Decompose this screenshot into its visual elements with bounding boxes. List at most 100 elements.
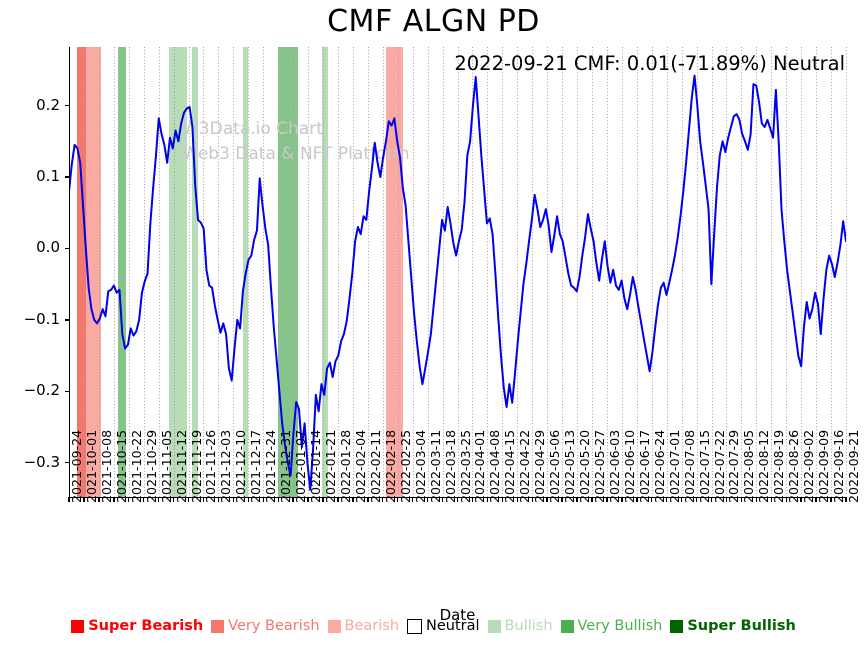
x-tick-mark (337, 497, 339, 502)
x-tick-label: 2022-02-25 (397, 429, 413, 503)
x-tick-label: 2021-09-24 (69, 429, 84, 503)
signal-band-very-bullish (118, 47, 127, 497)
y-axis-label: CMF (0, 0, 15, 75)
x-tick-label: 2021-11-05 (158, 429, 174, 503)
signal-band-bullish (322, 47, 329, 497)
gridline-x (293, 47, 295, 497)
legend-item-very-bullish[interactable]: Very Bullish (557, 618, 667, 634)
x-tick-mark (217, 497, 220, 502)
x-tick-label: 2022-05-13 (562, 429, 578, 503)
x-tick-label: 2022-01-28 (337, 429, 353, 503)
cmf-line-path (68, 74, 847, 491)
x-tick-label: 2022-06-24 (651, 429, 667, 503)
x-tick-label: 2022-08-19 (771, 429, 787, 503)
legend-item-super-bullish[interactable]: Super Bullish (666, 618, 799, 634)
legend-swatch-icon (407, 618, 423, 634)
gridline-x (651, 47, 653, 497)
x-tick-mark (830, 497, 832, 502)
legend-item-bearish[interactable]: Bearish (324, 618, 404, 634)
chart-legend: Super Bearish Very Bearish Bearish Neutral B… (0, 618, 867, 634)
x-tick-label: 2022-08-05 (741, 429, 757, 503)
gridline-x (278, 47, 280, 497)
x-tick-mark (845, 497, 847, 502)
y-tick-mark (64, 462, 69, 464)
gridline-x (591, 47, 593, 497)
legend-item-bullish[interactable]: Bullish (484, 618, 557, 634)
watermark-line-1: W3Data.io Chart (182, 119, 323, 139)
x-tick-mark (606, 497, 608, 502)
x-tick-mark (247, 497, 249, 502)
x-tick-mark (426, 497, 429, 502)
x-tick-mark (367, 497, 369, 502)
x-tick-label: 2021-10-01 (83, 429, 99, 503)
gridline-x (248, 47, 250, 497)
x-tick-mark (441, 497, 444, 502)
x-tick-mark (98, 497, 100, 502)
x-tick-label: 2022-09-16 (831, 429, 847, 503)
gridline-x (337, 47, 339, 497)
x-tick-mark (471, 497, 474, 502)
x-tick-label: 2022-03-11 (427, 429, 443, 503)
x-tick-label: 2022-05-20 (577, 429, 593, 503)
x-tick-mark (113, 497, 115, 502)
x-tick-mark (680, 497, 683, 502)
y-tick-label: −0.3 (23, 452, 60, 471)
gridline-x (323, 47, 325, 497)
gridline-x (457, 47, 459, 497)
legend-swatch-icon (327, 619, 341, 633)
latest-value-annotation: 2022-09-21 CMF: 0.01(-71.89%) Neutral (454, 52, 845, 75)
x-tick-label: 2022-06-17 (636, 429, 652, 503)
x-tick-label: 2022-06-03 (606, 429, 622, 503)
legend-label: Super Bullish (687, 618, 796, 634)
x-tick-label: 2022-07-22 (711, 429, 727, 503)
gridline-x (83, 47, 85, 497)
x-tick-label: 2021-11-12 (173, 429, 189, 503)
gridline-x (577, 47, 579, 497)
x-tick-mark (352, 497, 354, 502)
x-tick-mark (128, 497, 130, 502)
legend-label: Super Bearish (88, 618, 204, 634)
gridline-x (113, 47, 115, 497)
x-tick-mark (307, 497, 309, 502)
signal-band-very-bearish (77, 47, 86, 497)
gridline-x (427, 47, 429, 497)
x-tick-label: 2021-10-08 (98, 429, 114, 503)
x-tick-mark (501, 497, 504, 502)
y-tick-label: 0.2 (36, 95, 60, 114)
gridline-x (517, 47, 519, 497)
gridline-x (203, 47, 205, 497)
x-tick-mark (202, 497, 205, 502)
gridline-x (128, 47, 130, 497)
legend-item-very-bearish[interactable]: Very Bearish (207, 618, 323, 634)
x-tick-label: 2021-12-10 (233, 429, 249, 503)
x-tick-mark (695, 497, 698, 502)
legend-swatch-icon (71, 619, 85, 633)
gridline-x (263, 47, 265, 497)
signal-band-bullish (192, 47, 199, 497)
x-tick-mark (277, 497, 279, 502)
x-tick-mark (531, 497, 533, 502)
legend-item-neutral[interactable]: Neutral (403, 618, 484, 634)
x-tick-label: 2022-06-10 (621, 429, 637, 503)
y-axis-spine (69, 47, 71, 497)
x-tick-mark (322, 497, 324, 502)
gridline-x (681, 47, 683, 497)
x-tick-mark (651, 497, 653, 502)
y-tick-mark (64, 176, 69, 178)
x-tick-mark (785, 497, 787, 502)
gridline-x (816, 47, 818, 497)
x-tick-label: 2022-07-29 (726, 429, 742, 503)
y-tick-mark (64, 319, 69, 321)
x-tick-label: 2021-12-17 (248, 429, 264, 503)
gridline-x (532, 47, 534, 497)
x-tick-mark (740, 497, 743, 502)
x-tick-label: 2022-03-25 (457, 429, 473, 503)
x-tick-mark (516, 497, 518, 502)
x-tick-mark (262, 497, 264, 502)
x-tick-label: 2022-09-02 (801, 429, 817, 503)
watermark-line-2: Web3 Data & NFT Platform (182, 144, 410, 164)
legend-item-super-bearish[interactable]: Super Bearish (67, 618, 207, 634)
x-tick-label: 2022-04-01 (472, 429, 488, 503)
x-tick-label: 2022-01-14 (308, 429, 324, 503)
